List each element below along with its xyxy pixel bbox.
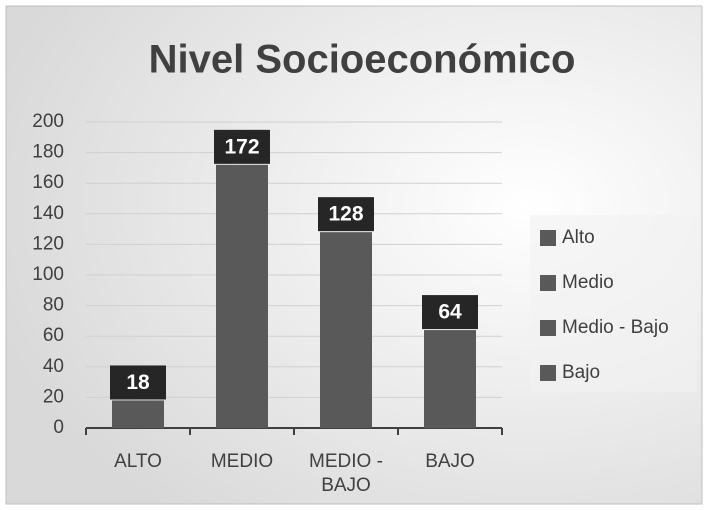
data-label-box bbox=[214, 129, 270, 164]
x-tick-label: MEDIO - BAJO bbox=[309, 451, 383, 496]
legend-swatch bbox=[540, 230, 556, 246]
y-tick-label: 140 bbox=[32, 203, 64, 224]
legend-swatch bbox=[540, 320, 556, 336]
y-tick-label: 60 bbox=[43, 325, 64, 346]
y-tick-label: 80 bbox=[43, 295, 64, 316]
y-tick-label: 0 bbox=[53, 417, 64, 438]
legend-swatch bbox=[540, 365, 556, 381]
legend-box bbox=[530, 215, 697, 392]
bar bbox=[112, 400, 164, 428]
x-tick-label: ALTO bbox=[114, 451, 162, 472]
legend-label: Medio - Bajo bbox=[562, 317, 669, 338]
y-tick-label: 200 bbox=[32, 111, 64, 132]
y-tick-label: 160 bbox=[32, 172, 64, 193]
data-label-box bbox=[110, 365, 166, 400]
x-tick-label: MEDIO bbox=[210, 451, 274, 472]
data-label-box bbox=[318, 197, 374, 232]
y-tick-label: 40 bbox=[43, 356, 64, 377]
x-tick-label: BAJO bbox=[425, 451, 475, 472]
data-label-box bbox=[422, 295, 478, 330]
bar bbox=[320, 232, 372, 428]
y-tick-label: 100 bbox=[32, 264, 64, 285]
y-tick-label: 20 bbox=[43, 386, 64, 407]
legend-label: Alto bbox=[562, 227, 595, 248]
y-tick-label: 180 bbox=[32, 142, 64, 163]
legend-label: Medio bbox=[562, 272, 614, 293]
y-tick-label: 120 bbox=[32, 233, 64, 254]
chart-title: Nivel Socioeconómico bbox=[149, 38, 576, 82]
legend-label: Bajo bbox=[562, 362, 600, 383]
bar bbox=[216, 164, 268, 428]
bar bbox=[424, 330, 476, 428]
data-label: 64 bbox=[438, 301, 462, 324]
data-label: 18 bbox=[126, 371, 150, 394]
legend-swatch bbox=[540, 275, 556, 291]
data-label: 128 bbox=[328, 203, 363, 226]
data-label: 172 bbox=[224, 135, 259, 158]
